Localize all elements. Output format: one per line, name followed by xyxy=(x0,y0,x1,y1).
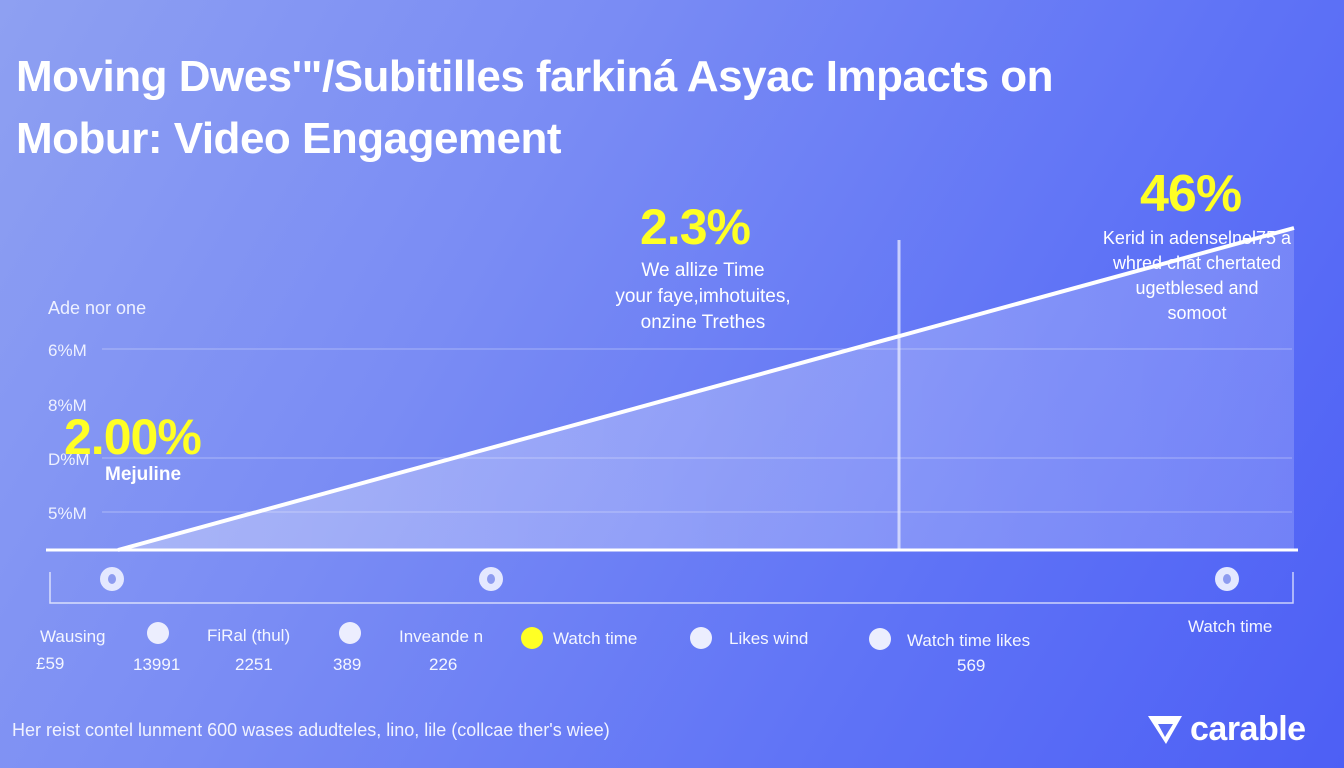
legend-value: 389 xyxy=(333,655,362,674)
legend-label: Wausing xyxy=(40,627,106,646)
callout-text-line: somoot xyxy=(1167,303,1227,323)
y-axis-label: Ade nor one xyxy=(48,298,147,318)
callout-text-middle: We allize Time your faye,imhotuites, onz… xyxy=(558,258,848,336)
timeline-bracket xyxy=(49,572,1294,604)
brand-logo: carable xyxy=(1146,706,1306,752)
y-tick-label: 6%M xyxy=(48,341,87,360)
series-line xyxy=(117,226,1295,552)
callout-text-line: your faye,imhotuites, xyxy=(615,286,791,307)
y-tick-label: D%M xyxy=(48,450,90,469)
chart-title: Moving Dwes'"/Subitilles farkiná Asyac I… xyxy=(16,46,1316,170)
callout-text-line: We allize Time xyxy=(641,260,765,281)
callout-value-start: 2.00% xyxy=(64,409,202,465)
legend-label: Inveande n xyxy=(399,627,484,646)
legend-value: 2251 xyxy=(235,655,273,674)
legend-marker[interactable] xyxy=(869,628,891,650)
legend-label: Likes wind xyxy=(729,629,809,648)
callout-value-end: 46% xyxy=(1140,165,1242,223)
legend-value: 569 xyxy=(957,656,986,675)
person-icon xyxy=(479,567,503,591)
callout-text-line: ugetblesed and xyxy=(1135,278,1259,298)
legend-marker[interactable] xyxy=(339,622,361,644)
callout-text-line: onzine Trethes xyxy=(640,312,766,333)
legend-label-right: Watch time xyxy=(1188,617,1273,636)
brand-logo-icon xyxy=(1148,716,1182,744)
callout-text-end: Kerid in adenselnel75 a whred chat chert… xyxy=(1074,226,1320,326)
play-icon[interactable] xyxy=(100,567,124,591)
legend-label: Watch time likes xyxy=(907,631,1031,650)
y-tick-label: 5%M xyxy=(48,504,87,523)
legend-value: 13991 xyxy=(133,655,181,674)
legend-marker[interactable] xyxy=(690,627,712,649)
callout-value-middle: 2.3% xyxy=(640,199,751,255)
chart-title-line-2: Mobur: Video Engagement xyxy=(16,114,562,163)
legend-label: FiRal (thul) xyxy=(207,626,291,645)
legend-marker[interactable] xyxy=(147,622,169,644)
footer-note: Her reist contel lunment 600 wases adudt… xyxy=(12,720,610,740)
chart-title-line-1: Moving Dwes'"/Subitilles farkiná Asyac I… xyxy=(16,52,1054,101)
legend-value: 226 xyxy=(429,655,458,674)
callout-text-line: Kerid in adenselnel75 a xyxy=(1102,228,1292,248)
play-icon[interactable] xyxy=(1215,567,1239,591)
legend-label: Watch time xyxy=(553,629,638,648)
callout-text-line: whred chat chertated xyxy=(1112,253,1282,273)
legend-value: £59 xyxy=(36,654,65,673)
callout-label-start: Mejuline xyxy=(105,464,182,485)
brand-name: carable xyxy=(1190,709,1306,748)
y-tick-label: 8%M xyxy=(48,396,87,415)
legend-marker-watch-time[interactable] xyxy=(521,627,543,649)
